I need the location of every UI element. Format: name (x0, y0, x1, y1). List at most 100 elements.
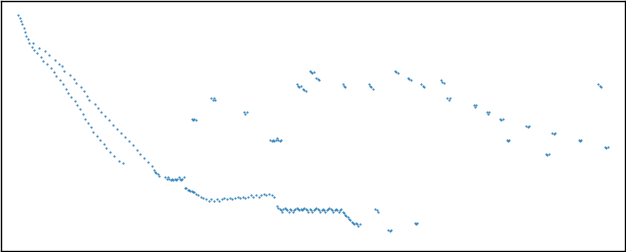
Point (437, 80, 447, 84)
Point (322, 208, 332, 212)
Point (323, 207, 333, 211)
Point (549, 132, 559, 136)
Point (251, 193, 261, 197)
Point (46, 66, 56, 70)
Point (162, 177, 172, 181)
Point (339, 211, 349, 215)
Point (311, 76, 321, 80)
Point (307, 210, 317, 214)
Point (128, 143, 138, 147)
Point (330, 208, 340, 212)
Point (470, 105, 480, 109)
Point (268, 138, 278, 142)
Point (187, 189, 197, 193)
Point (112, 127, 122, 131)
Point (523, 125, 533, 129)
Point (349, 222, 359, 226)
Point (343, 215, 353, 219)
Point (286, 208, 296, 212)
Point (190, 192, 200, 196)
Point (78, 112, 88, 116)
Point (190, 118, 200, 122)
Point (293, 84, 303, 88)
Point (124, 139, 134, 143)
Point (54, 62, 64, 66)
Point (28, 41, 38, 45)
Point (210, 98, 220, 102)
Point (135, 152, 145, 156)
Point (550, 131, 560, 135)
Point (249, 195, 259, 199)
Point (285, 207, 295, 211)
Point (185, 189, 195, 193)
Point (108, 123, 118, 127)
Point (504, 138, 514, 142)
Point (307, 71, 317, 75)
Point (59, 69, 69, 73)
Point (600, 145, 610, 149)
Point (150, 170, 160, 174)
Point (32, 51, 42, 55)
Point (187, 117, 197, 121)
Point (384, 228, 394, 232)
Point (482, 110, 492, 114)
Point (18, 21, 28, 25)
Point (209, 96, 219, 100)
Point (105, 150, 115, 154)
Point (289, 208, 299, 212)
Point (485, 110, 495, 114)
Point (38, 59, 48, 63)
Point (92, 134, 102, 138)
Point (76, 85, 86, 89)
Point (471, 103, 481, 107)
Point (353, 224, 363, 228)
Point (341, 214, 351, 218)
Point (416, 82, 426, 86)
Point (109, 154, 119, 159)
Point (339, 84, 349, 88)
Point (20, 30, 30, 34)
Point (311, 206, 321, 210)
Point (269, 139, 279, 143)
Point (189, 191, 199, 195)
Point (306, 70, 316, 74)
Point (314, 78, 324, 82)
Point (316, 210, 326, 214)
Point (293, 207, 303, 211)
Point (70, 99, 80, 103)
Point (99, 142, 109, 146)
Point (243, 195, 253, 199)
Point (151, 171, 162, 175)
Point (83, 121, 93, 125)
Point (183, 188, 193, 192)
Point (101, 146, 111, 150)
Point (68, 77, 78, 81)
Point (288, 210, 298, 214)
Point (281, 207, 291, 211)
Point (299, 88, 309, 92)
Point (366, 85, 376, 89)
Point (143, 160, 153, 164)
Point (88, 130, 98, 134)
Point (29, 48, 39, 52)
Point (603, 145, 613, 149)
Point (418, 84, 428, 88)
Point (326, 207, 336, 211)
Point (496, 118, 506, 122)
Point (171, 178, 181, 182)
Point (385, 229, 395, 233)
Point (164, 177, 174, 181)
Point (198, 196, 208, 200)
Point (469, 103, 479, 107)
Point (444, 98, 454, 102)
Point (23, 37, 33, 41)
Point (230, 196, 240, 200)
Point (575, 139, 585, 143)
Point (364, 82, 374, 86)
Point (13, 13, 23, 17)
Point (239, 110, 249, 114)
Point (188, 191, 198, 195)
Point (294, 208, 304, 212)
Point (292, 206, 302, 210)
Point (240, 196, 250, 200)
